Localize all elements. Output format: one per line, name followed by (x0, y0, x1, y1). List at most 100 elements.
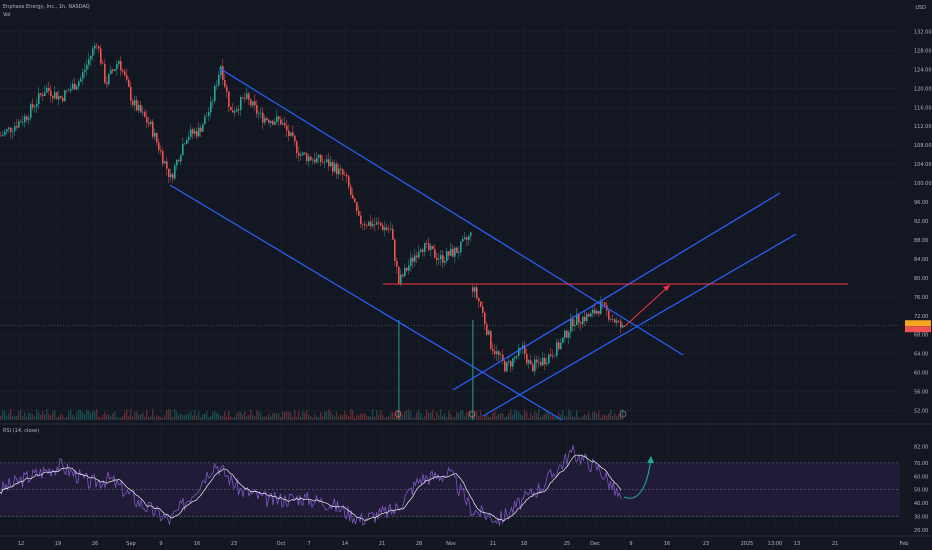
volume-spike-bar (398, 320, 400, 420)
candle-body (130, 86, 132, 101)
time-tick-label: 19 (55, 541, 61, 547)
candle-body (490, 331, 492, 349)
candle-body (372, 224, 374, 227)
candle-body (388, 229, 390, 231)
volume-bar (102, 414, 104, 420)
candle-body (278, 116, 280, 120)
volume-bar (100, 417, 102, 420)
volume-bar (212, 411, 214, 420)
volume-bar (414, 417, 416, 420)
volume-bar (262, 416, 264, 420)
candle-body (264, 118, 266, 123)
candle-body (476, 287, 478, 298)
candle-body (364, 224, 366, 226)
price-tick-label: 76.00 (914, 295, 928, 301)
volume-bar (460, 409, 462, 420)
volume-bar (342, 415, 344, 420)
volume-bar (70, 409, 72, 420)
candle-body (488, 331, 490, 335)
rising-channel-lower-line[interactable] (482, 233, 797, 417)
candle-body (252, 101, 254, 106)
time-tick-label: 21 (832, 541, 838, 547)
candle-body (206, 115, 208, 117)
volume-bar (314, 414, 316, 420)
candle-body (280, 119, 282, 125)
candle-body (616, 320, 618, 323)
time-tick-label: 9 (159, 541, 162, 547)
candle-body (166, 161, 168, 169)
volume-bar (356, 415, 358, 420)
volume-bar (480, 410, 482, 420)
candle-body (362, 223, 364, 225)
candle-body (56, 92, 58, 100)
volume-bar (508, 413, 510, 420)
time-tick-label: 11 (490, 541, 496, 547)
candle-body (272, 121, 274, 125)
volume-legend[interactable]: Vol (3, 12, 11, 18)
candle-body (576, 313, 578, 326)
currency-label[interactable]: USD (915, 5, 926, 11)
candle-body (184, 143, 186, 145)
candle-body (538, 362, 540, 363)
volume-bar (320, 412, 322, 420)
candle-body (448, 251, 450, 256)
volume-bar (38, 412, 40, 420)
volume-bar (208, 417, 210, 420)
candle-body (108, 74, 110, 85)
candle-body (468, 236, 470, 240)
volume-bar (16, 415, 18, 420)
volume-bar (110, 416, 112, 420)
candle-body (216, 85, 218, 87)
candle-body (302, 152, 304, 156)
candle-body (144, 111, 146, 118)
projection-arrow-price[interactable] (623, 284, 671, 328)
volume-bar (432, 409, 434, 420)
candle-body (34, 106, 36, 108)
volume-bar (190, 411, 192, 420)
candle-body (598, 310, 600, 314)
volume-bar (438, 415, 440, 420)
volume-bar (396, 410, 398, 420)
volume-bar (98, 416, 100, 420)
volume-bar (80, 409, 82, 420)
time-tick-label: 13 (794, 541, 800, 547)
rsi-legend[interactable]: RSI (14, close) (3, 428, 40, 434)
candle-body (472, 287, 474, 292)
candle-body (212, 101, 214, 102)
volume-bar (300, 417, 302, 420)
candle-body (114, 69, 116, 72)
candle-body (150, 121, 152, 125)
volume-bar (264, 416, 266, 420)
volume-bar (316, 416, 318, 420)
candle-body (312, 159, 314, 161)
volume-bar (254, 416, 256, 420)
candle-body (208, 112, 210, 116)
volume-bar (86, 409, 88, 420)
volume-bar (76, 412, 78, 420)
volume-bar (230, 416, 232, 420)
channel-lower-line[interactable] (169, 184, 563, 421)
channel-upper-line[interactable] (218, 67, 684, 356)
candle-body (438, 259, 440, 260)
symbol-legend[interactable]: Enphase Energy, Inc., 1h, NASDAQ (3, 4, 90, 10)
volume-bar (194, 410, 196, 420)
candle-body (612, 319, 614, 320)
candle-body (4, 131, 6, 135)
projection-arrowhead-price (663, 285, 670, 291)
candle-body (230, 106, 232, 111)
volume-bar (258, 411, 260, 420)
volume-bar (556, 416, 558, 420)
volume-bar (224, 411, 226, 420)
candle-body (140, 104, 142, 113)
event-marker (394, 410, 402, 418)
candle-body (410, 257, 412, 266)
volume-bar (530, 412, 532, 420)
rising-channel-upper-line[interactable] (452, 192, 781, 391)
volume-bar (96, 409, 98, 420)
candle-body (396, 260, 398, 267)
candle-body (44, 92, 46, 96)
price-tick-label: 96.00 (914, 200, 928, 206)
candle-body (156, 132, 158, 143)
volume-bar (330, 411, 332, 420)
